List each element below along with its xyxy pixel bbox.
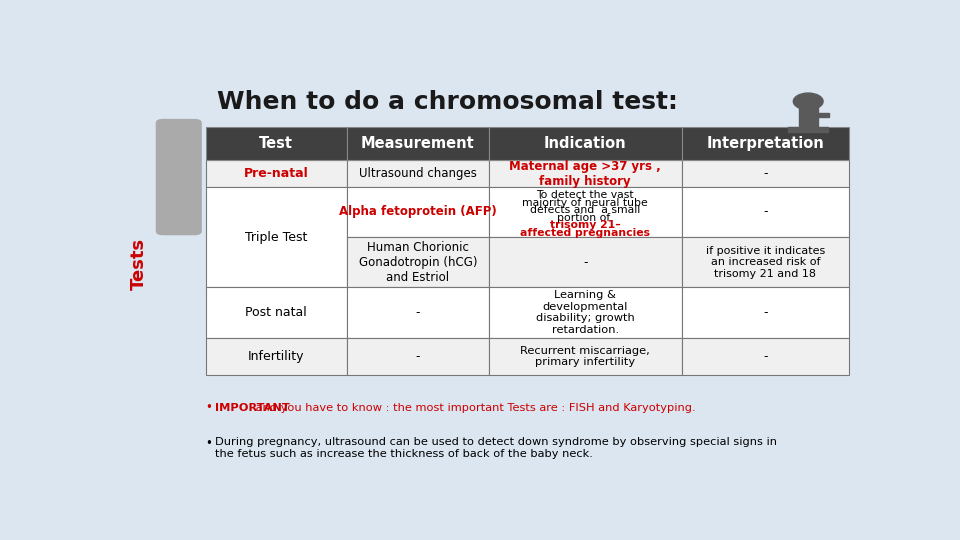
Text: and you have to know : the most important Tests are : FISH and Karyotyping.: and you have to know : the most importan… <box>252 403 696 413</box>
Text: Test: Test <box>259 136 294 151</box>
FancyBboxPatch shape <box>682 338 850 375</box>
Text: if positive it indicates
an increased risk of
trisomy 21 and 18: if positive it indicates an increased ri… <box>706 246 825 279</box>
Text: -: - <box>763 167 768 180</box>
Text: -: - <box>416 350 420 363</box>
Text: Maternal age >37 yrs ,
family history: Maternal age >37 yrs , family history <box>510 160 661 187</box>
FancyBboxPatch shape <box>348 287 489 338</box>
Text: trisomy 21–: trisomy 21– <box>550 220 620 230</box>
Text: Ultrasound changes: Ultrasound changes <box>359 167 477 180</box>
FancyBboxPatch shape <box>348 160 489 187</box>
Bar <box>788 127 828 132</box>
Text: •: • <box>205 437 212 450</box>
FancyBboxPatch shape <box>489 187 682 237</box>
Text: portion of: portion of <box>557 213 613 222</box>
FancyBboxPatch shape <box>489 127 682 160</box>
FancyBboxPatch shape <box>348 237 489 287</box>
FancyBboxPatch shape <box>205 187 348 287</box>
Text: Triple Test: Triple Test <box>245 231 307 244</box>
Text: Indication: Indication <box>544 136 627 151</box>
Text: majority of neural tube: majority of neural tube <box>522 198 648 208</box>
FancyBboxPatch shape <box>205 287 348 338</box>
Text: Tests: Tests <box>130 238 148 291</box>
FancyBboxPatch shape <box>489 160 682 187</box>
FancyBboxPatch shape <box>348 127 489 160</box>
Text: Recurrent miscarriage,
primary infertility: Recurrent miscarriage, primary infertili… <box>520 346 650 367</box>
Text: Alpha fetoprotein (AFP): Alpha fetoprotein (AFP) <box>339 205 497 218</box>
Bar <box>799 102 818 129</box>
Text: Post natal: Post natal <box>246 306 307 319</box>
Text: -: - <box>763 205 768 218</box>
Text: IMPORTANT: IMPORTANT <box>215 403 290 413</box>
Text: -: - <box>763 306 768 319</box>
FancyBboxPatch shape <box>205 127 348 160</box>
FancyBboxPatch shape <box>682 127 850 160</box>
Text: Measurement: Measurement <box>361 136 475 151</box>
Text: Infertility: Infertility <box>248 350 304 363</box>
Text: When to do a chromosomal test:: When to do a chromosomal test: <box>217 90 678 114</box>
Text: defects and  a small: defects and a small <box>530 205 640 215</box>
FancyBboxPatch shape <box>489 338 682 375</box>
Text: Human Chorionic
Gonadotropin (hCG)
and Estriol: Human Chorionic Gonadotropin (hCG) and E… <box>359 241 477 284</box>
Text: During pregnancy, ultrasound can be used to detect down syndrome by observing sp: During pregnancy, ultrasound can be used… <box>215 437 778 458</box>
FancyBboxPatch shape <box>682 160 850 187</box>
FancyBboxPatch shape <box>156 119 202 235</box>
FancyBboxPatch shape <box>348 338 489 375</box>
Bar <box>813 113 829 117</box>
Text: Learning &
developmental
disability; growth
retardation.: Learning & developmental disability; gro… <box>536 290 635 335</box>
Text: -: - <box>583 256 588 269</box>
FancyBboxPatch shape <box>682 287 850 338</box>
FancyBboxPatch shape <box>682 187 850 237</box>
Text: Interpretation: Interpretation <box>707 136 825 151</box>
Text: -: - <box>416 306 420 319</box>
Text: To detect the vast: To detect the vast <box>537 190 634 200</box>
FancyBboxPatch shape <box>205 338 348 375</box>
Text: Pre-natal: Pre-natal <box>244 167 309 180</box>
FancyBboxPatch shape <box>205 160 348 187</box>
Circle shape <box>793 93 823 110</box>
FancyBboxPatch shape <box>489 237 682 287</box>
FancyBboxPatch shape <box>682 237 850 287</box>
Text: affected pregnancies: affected pregnancies <box>520 228 650 238</box>
Text: •: • <box>205 401 212 414</box>
Text: -: - <box>763 350 768 363</box>
FancyBboxPatch shape <box>348 187 489 237</box>
FancyBboxPatch shape <box>489 287 682 338</box>
